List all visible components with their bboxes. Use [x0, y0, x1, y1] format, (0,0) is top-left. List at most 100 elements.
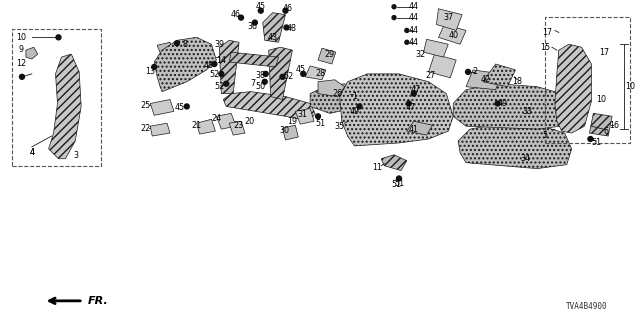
Bar — [545, 17, 630, 143]
Polygon shape — [154, 37, 216, 92]
Text: 4: 4 — [29, 148, 35, 157]
Text: 19: 19 — [287, 117, 298, 126]
Text: 44: 44 — [409, 13, 419, 22]
Text: 29: 29 — [324, 50, 335, 59]
Polygon shape — [216, 113, 236, 129]
Polygon shape — [453, 84, 572, 129]
Circle shape — [495, 101, 500, 106]
Text: 48: 48 — [204, 61, 214, 70]
Text: 33: 33 — [522, 107, 532, 116]
Text: 6: 6 — [604, 127, 609, 136]
Text: 27: 27 — [426, 71, 436, 80]
Text: 34: 34 — [520, 154, 531, 163]
Circle shape — [219, 71, 224, 76]
Text: 44: 44 — [409, 2, 419, 11]
Polygon shape — [438, 25, 466, 44]
Polygon shape — [150, 100, 174, 115]
Text: 21: 21 — [191, 121, 202, 130]
Circle shape — [465, 69, 470, 74]
Text: 16: 16 — [609, 121, 619, 130]
Text: 46: 46 — [230, 10, 240, 19]
Polygon shape — [381, 155, 407, 171]
Text: 49: 49 — [497, 99, 508, 108]
Text: 48: 48 — [286, 24, 296, 33]
Circle shape — [316, 114, 321, 119]
Polygon shape — [483, 64, 515, 87]
Text: 32: 32 — [415, 50, 426, 59]
Circle shape — [259, 8, 263, 13]
Text: 23: 23 — [233, 121, 243, 130]
Text: 15: 15 — [540, 43, 550, 52]
Text: 3: 3 — [74, 151, 79, 160]
Polygon shape — [424, 39, 448, 57]
Text: 51: 51 — [391, 180, 401, 189]
Polygon shape — [150, 123, 170, 136]
Text: 31: 31 — [297, 110, 307, 119]
Text: 42: 42 — [481, 75, 491, 84]
Text: 39: 39 — [214, 40, 225, 49]
Text: 22: 22 — [140, 124, 150, 133]
Polygon shape — [223, 92, 315, 121]
Circle shape — [152, 65, 157, 69]
Polygon shape — [263, 13, 285, 42]
Text: 8: 8 — [182, 40, 188, 49]
Polygon shape — [466, 70, 502, 90]
Text: 52: 52 — [284, 72, 294, 81]
Circle shape — [263, 71, 268, 76]
Text: FR.: FR. — [88, 296, 109, 306]
Polygon shape — [26, 47, 38, 59]
Polygon shape — [340, 74, 453, 146]
Circle shape — [280, 74, 285, 79]
Circle shape — [284, 25, 289, 30]
Text: 38: 38 — [256, 71, 266, 80]
Text: 51: 51 — [315, 119, 325, 128]
Text: 52: 52 — [214, 82, 225, 91]
Text: 26: 26 — [333, 89, 343, 98]
Circle shape — [239, 15, 243, 20]
Polygon shape — [407, 121, 433, 135]
Text: 17: 17 — [542, 28, 552, 37]
Text: 45: 45 — [256, 2, 266, 11]
Bar — [12, 29, 101, 166]
Text: 10: 10 — [16, 33, 26, 42]
Polygon shape — [310, 84, 351, 113]
Circle shape — [56, 35, 61, 40]
Text: 30: 30 — [280, 126, 289, 135]
Text: 24: 24 — [211, 114, 221, 123]
Text: 46: 46 — [282, 4, 292, 13]
Text: 5: 5 — [543, 131, 548, 140]
Text: 1: 1 — [352, 92, 357, 101]
Polygon shape — [157, 42, 174, 55]
Circle shape — [301, 71, 306, 76]
Text: 47: 47 — [406, 103, 416, 112]
Polygon shape — [229, 121, 245, 135]
Text: 41: 41 — [409, 124, 419, 134]
Polygon shape — [196, 119, 216, 134]
Circle shape — [405, 40, 409, 44]
Text: 12: 12 — [16, 60, 26, 68]
Text: 17: 17 — [599, 48, 609, 57]
Text: 13: 13 — [145, 68, 156, 76]
Text: 44: 44 — [409, 26, 419, 35]
Circle shape — [283, 8, 288, 13]
Text: 45: 45 — [175, 103, 185, 112]
Text: 35: 35 — [335, 122, 345, 131]
Circle shape — [357, 104, 362, 109]
Circle shape — [224, 81, 228, 86]
Text: 4: 4 — [29, 148, 35, 157]
Circle shape — [252, 20, 257, 25]
Circle shape — [262, 79, 268, 84]
Text: 9: 9 — [19, 45, 24, 54]
Circle shape — [397, 176, 401, 181]
Polygon shape — [269, 47, 292, 100]
Polygon shape — [429, 54, 456, 78]
Polygon shape — [305, 66, 326, 80]
Text: 52: 52 — [209, 70, 220, 79]
Text: 49: 49 — [349, 107, 360, 116]
Polygon shape — [282, 125, 298, 140]
Polygon shape — [589, 113, 612, 136]
Polygon shape — [49, 54, 81, 159]
Text: 37: 37 — [444, 13, 453, 22]
Circle shape — [406, 101, 412, 106]
Polygon shape — [458, 123, 572, 169]
